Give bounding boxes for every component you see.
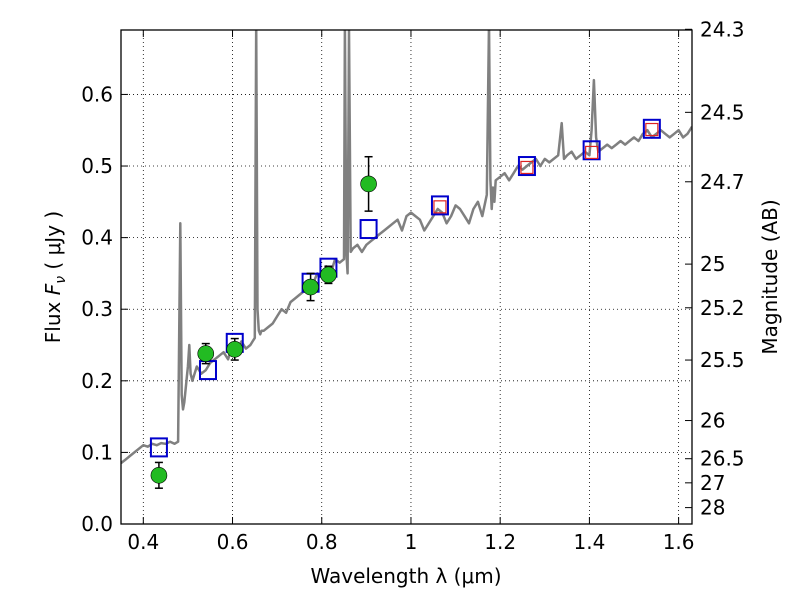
observed-photometry-point: [227, 341, 243, 357]
sed-curve-line: [121, 23, 692, 463]
y-tick-label: 0.0: [81, 512, 113, 536]
y2-tick-label: 24.5: [700, 100, 745, 124]
observed-photometry-point: [303, 279, 319, 295]
x-tick-label: 1.6: [663, 530, 695, 554]
y-axis-label-text: Flux: [41, 295, 65, 343]
x-tick-label: 0.6: [217, 530, 249, 554]
y2-tick-label: 26: [700, 409, 725, 433]
y-tick-label: 0.4: [81, 226, 113, 250]
y-tick-label: 0.6: [81, 82, 113, 106]
y2-tick-label: 24.3: [700, 17, 745, 41]
y2-tick-label: 25.5: [700, 348, 745, 372]
x-tick-label: 1: [405, 530, 418, 554]
y2-tick-label: 26.5: [700, 447, 745, 471]
y-axis-label: Flux Fν ( μJy ): [41, 211, 69, 343]
y2-tick-label: 25: [700, 252, 725, 276]
x-tick-label: 1.2: [484, 530, 516, 554]
y-tick-label: 0.2: [81, 369, 113, 393]
y-tick-label: 0.1: [81, 440, 113, 464]
y2-tick-label: 28: [700, 496, 725, 520]
sed-chart: 0.4 0.6 0.8 1 1.2 1.4 1.6 0.0 0.1 0.2 0.3 0.4 0.5 0.6…: [0, 0, 800, 600]
x-tick-label: 1.4: [573, 530, 605, 554]
plot-frame: [121, 30, 692, 524]
y2-tick-label: 27: [700, 471, 725, 495]
x-axis-label: Wavelength λ (μm): [310, 564, 501, 588]
y-axis-label-subscript: ν: [53, 276, 69, 284]
observed-photometry-point: [320, 267, 336, 283]
y-axis-label-unit: ( μJy ): [41, 211, 65, 276]
x-tick-label: 0.8: [306, 530, 338, 554]
grid-layer: [121, 30, 692, 524]
model-photometry-square: [151, 438, 167, 456]
y-axis-label-symbol: F: [41, 283, 65, 295]
marker-layer: [151, 120, 660, 488]
y-tick-label: 0.3: [81, 297, 113, 321]
observed-photometry-point: [361, 176, 377, 192]
observed-photometry-point: [151, 467, 167, 483]
right-axis-label: Magnitude (AB): [758, 199, 782, 354]
curve-layer: [121, 23, 692, 463]
observed-photometry-point: [198, 346, 214, 362]
y2-tick-label: 24.7: [700, 170, 745, 194]
model-photometry-square: [361, 220, 377, 238]
y-tick-label: 0.5: [81, 154, 113, 178]
y2-tick-label: 25.2: [700, 296, 745, 320]
x-tick-label: 0.4: [127, 530, 159, 554]
